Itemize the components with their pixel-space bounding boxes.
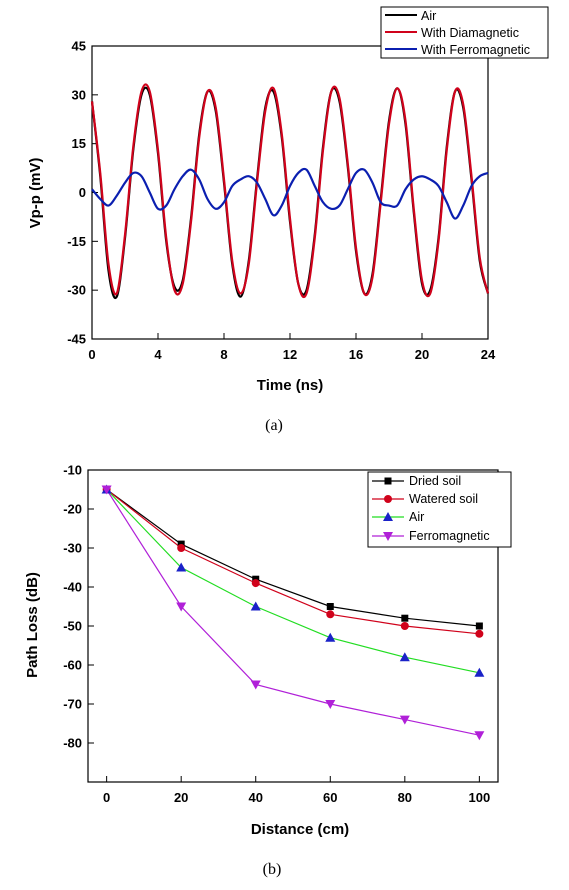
chart-b-xtick-label: 80 bbox=[398, 790, 412, 805]
chart-a-xtick-label: 12 bbox=[283, 347, 297, 362]
chart-b-point-watered-soil bbox=[177, 544, 186, 552]
chart-b-point-air bbox=[474, 667, 485, 677]
legend-b-label-dried-soil: Dried soil bbox=[409, 474, 461, 488]
chart-a-ytick-label: -45 bbox=[67, 332, 86, 347]
chart-b-point-ferromagnetic bbox=[176, 602, 187, 612]
chart-b-ytick-label: -40 bbox=[63, 580, 82, 595]
chart-b-point-air bbox=[399, 652, 410, 662]
chart-b-ytick-label: -30 bbox=[63, 541, 82, 556]
chart-b-series-air bbox=[106, 489, 480, 674]
chart-b-legend-box bbox=[367, 471, 512, 548]
chart-b-ytick-label: -60 bbox=[63, 658, 82, 673]
chart-b-xtick-label: 20 bbox=[174, 790, 188, 805]
chart-b-point-watered-soil bbox=[475, 629, 484, 638]
legend-b-label-air: Air bbox=[409, 510, 424, 524]
legend-b-marker-dried-soil bbox=[384, 477, 392, 485]
legend-b-label-ferromagnetic: Ferromagnetic bbox=[409, 529, 490, 543]
chart-a-ytick-label: -30 bbox=[67, 283, 86, 298]
chart-b-point-air bbox=[325, 632, 336, 642]
chart-b-point-ferromagnetic bbox=[101, 485, 112, 495]
legend-a-label-diamagnetic: With Diamagnetic bbox=[421, 26, 519, 40]
legend-b-marker-air bbox=[383, 512, 393, 521]
chart-b-point-watered-soil bbox=[400, 622, 409, 630]
chart-a-ytick-label: 45 bbox=[72, 39, 86, 54]
chart-a-xtick-label: 16 bbox=[349, 347, 363, 362]
chart-a-ylabel: Vp-p (mV) bbox=[27, 158, 44, 229]
chart-b-xtick-label: 40 bbox=[248, 790, 262, 805]
chart-b-ytick-label: -10 bbox=[63, 463, 82, 478]
chart-a-xtick-label: 0 bbox=[88, 347, 95, 362]
legend-a-label-ferromagnetic: With Ferromagnetic bbox=[421, 43, 530, 57]
legend-a-label-air: Air bbox=[421, 9, 436, 23]
chart-a-ytick-label: 30 bbox=[72, 87, 86, 102]
chart-a-caption: (a) bbox=[265, 417, 283, 434]
chart-b-xtick-label: 0 bbox=[103, 790, 110, 805]
chart-a-series-air bbox=[90, 86, 490, 300]
chart-b-ytick-label: -80 bbox=[63, 736, 82, 751]
chart-b-series-dried-soil bbox=[106, 489, 480, 627]
chart-b-ytick-label: -50 bbox=[63, 619, 82, 634]
chart-b-xlabel: Distance (cm) bbox=[251, 821, 349, 838]
chart-a-xtick-label: 20 bbox=[415, 347, 429, 362]
chart-b-ytick-label: -70 bbox=[63, 697, 82, 712]
chart-b-series-ferromagnetic bbox=[106, 489, 480, 736]
chart-a-ytick-label: 0 bbox=[79, 185, 86, 200]
chart-b-point-air bbox=[176, 562, 187, 572]
chart-b-point-ferromagnetic bbox=[474, 731, 485, 741]
legend-b-label-watered-soil: Watered soil bbox=[409, 492, 478, 506]
chart-a-ytick-label: 15 bbox=[72, 136, 86, 151]
chart-b-ytick-label: -20 bbox=[63, 502, 82, 517]
chart-b-point-ferromagnetic bbox=[325, 700, 336, 709]
legend-b-marker-watered-soil bbox=[384, 495, 392, 503]
chart-b-point-ferromagnetic bbox=[250, 680, 261, 690]
chart-b-xtick-label: 60 bbox=[323, 790, 337, 805]
chart-b-series-watered-soil bbox=[106, 489, 480, 635]
chart-b-point-air bbox=[250, 601, 261, 611]
chart-b-point-dried-soil bbox=[326, 603, 334, 610]
chart-a-series-with-diamagnetic bbox=[90, 83, 490, 299]
chart-b: -10 -20 -30 -40 -50 -60 -70 -80 0 20 40 60 80 100 Di… bbox=[24, 463, 512, 878]
chart-b-point-watered-soil bbox=[251, 579, 260, 588]
chart-b-point-watered-soil bbox=[326, 610, 335, 619]
chart-a-xlabel: Time (ns) bbox=[257, 377, 323, 394]
chart-b-legend: Dried soil Watered soil Air Ferromagneti… bbox=[367, 471, 512, 548]
chart-a-xtick-label: 24 bbox=[481, 347, 496, 362]
chart-a-legend: Air With Diamagnetic With Ferromagnetic bbox=[380, 6, 549, 59]
chart-a-xtick-label: 8 bbox=[220, 347, 227, 362]
chart-b-point-ferromagnetic bbox=[399, 715, 410, 725]
chart-a-series-with-ferromagnetic bbox=[91, 167, 489, 220]
chart-a-xtick-label: 4 bbox=[154, 347, 162, 362]
chart-b-ylabel: Path Loss (dB) bbox=[24, 572, 41, 678]
chart-b-xtick-label: 100 bbox=[469, 790, 491, 805]
chart-b-caption: (b) bbox=[263, 861, 282, 878]
chart-b-point-dried-soil bbox=[475, 622, 483, 630]
chart-a-ytick-label: -15 bbox=[67, 234, 86, 249]
chart-b-point-dried-soil bbox=[401, 614, 409, 622]
legend-b-marker-ferromagnetic bbox=[383, 532, 393, 541]
chart-a: 45 30 15 0 -15 -30 -45 0 4 8 12 16 20 24 Time (ns) V… bbox=[27, 6, 549, 434]
